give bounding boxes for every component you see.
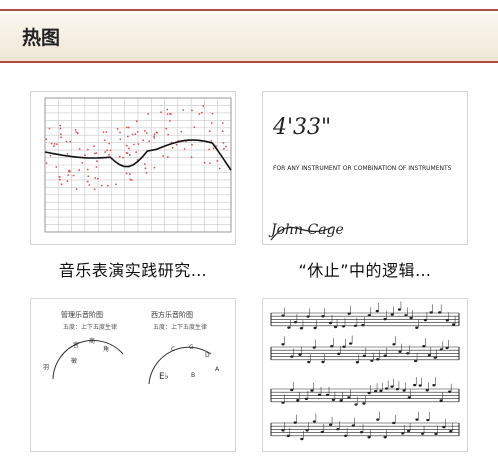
signature-flourish — [270, 226, 334, 241]
card-3[interactable]: 管理乐音阶图 西方乐音阶图 五度：上下五度生律 五度：上下五度生律 宫 商 角 … — [30, 298, 236, 464]
section-header: 热图 — [0, 13, 498, 63]
card-2[interactable]: 4'33" FOR ANY INSTRUMENT OR COMBINATION … — [262, 91, 468, 281]
svg-text:G: G — [189, 344, 194, 351]
handwritten-score-thumbnail: 4'33" FOR ANY INSTRUMENT OR COMBINATION … — [268, 115, 452, 241]
svg-text:A: A — [215, 366, 220, 373]
top-rule — [0, 9, 498, 11]
diagram-label-right: 西方乐音阶图 — [151, 310, 193, 319]
svg-text:E♭: E♭ — [159, 372, 169, 382]
svg-text:角: 角 — [103, 345, 109, 353]
diagram-arc-right — [148, 346, 212, 385]
svg-text:五度：上下五度生律: 五度：上下五度生律 — [153, 323, 207, 331]
sheet-music-thumbnail — [270, 301, 460, 441]
card-thumbnail[interactable] — [30, 91, 236, 245]
card-thumbnail[interactable]: 4'33" FOR ANY INSTRUMENT OR COMBINATION … — [262, 91, 468, 245]
svg-text:羽: 羽 — [43, 364, 49, 371]
svg-text:五度：上下五度生律: 五度：上下五度生律 — [63, 323, 117, 331]
card-thumbnail[interactable] — [262, 298, 468, 452]
svg-text:D: D — [205, 352, 210, 359]
svg-text:徵: 徵 — [71, 357, 77, 365]
svg-text:宫: 宫 — [73, 341, 79, 349]
scatter-chart-thumbnail — [44, 97, 232, 233]
card-caption[interactable]: “休止”中的逻辑… — [298, 261, 432, 280]
section-title: 热图 — [22, 27, 61, 49]
card-caption[interactable]: 音乐表演实践研究… — [58, 261, 208, 280]
scale-diagram-thumbnail: 管理乐音阶图 西方乐音阶图 五度：上下五度生律 五度：上下五度生律 宫 商 角 … — [43, 310, 220, 385]
handwriting-title: 4'33" — [272, 115, 331, 140]
diagram-arc-left — [52, 339, 124, 380]
card-1[interactable]: 音乐表演实践研究… — [30, 91, 236, 281]
handwriting-subtitle: FOR ANY INSTRUMENT OR COMBINATION OF INS… — [273, 165, 452, 172]
card-thumbnail[interactable]: 管理乐音阶图 西方乐音阶图 五度：上下五度生律 五度：上下五度生律 宫 商 角 … — [30, 298, 236, 452]
diagram-label-left: 管理乐音阶图 — [61, 310, 103, 319]
card-4[interactable] — [262, 298, 468, 464]
svg-text:C: C — [171, 346, 175, 353]
svg-text:B: B — [191, 372, 195, 379]
svg-text:商: 商 — [89, 337, 95, 345]
